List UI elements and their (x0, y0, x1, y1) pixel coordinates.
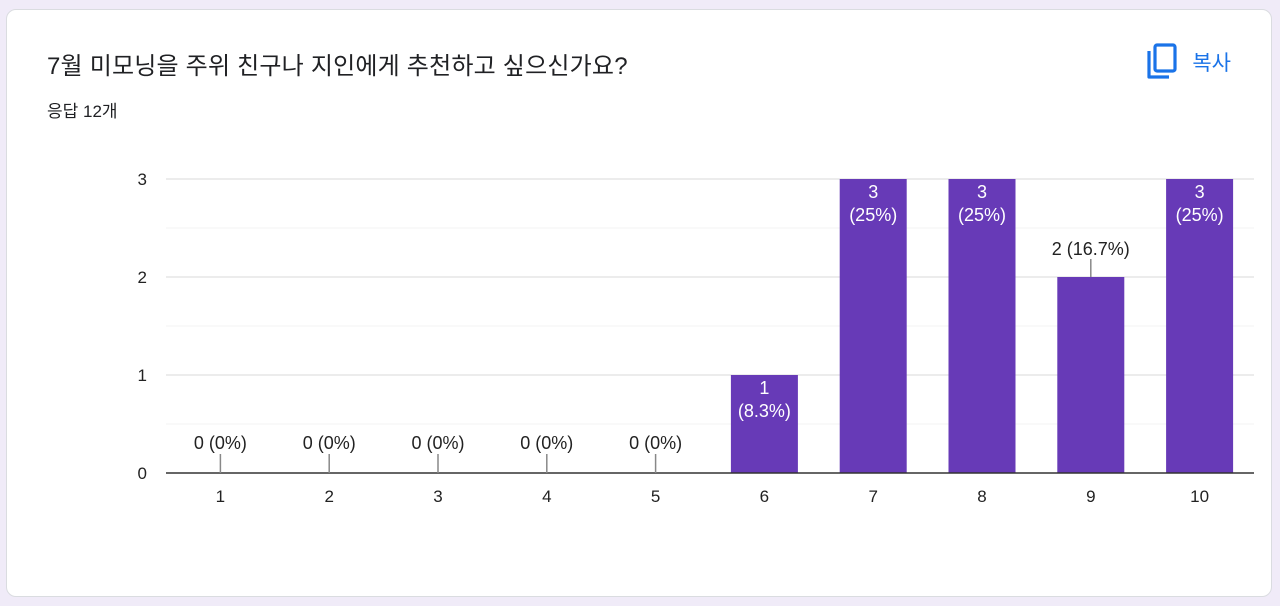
data-label-value: 3 (1195, 182, 1205, 202)
data-label: 0 (0%) (629, 433, 682, 453)
copy-button-label: 복사 (1192, 52, 1231, 75)
x-tick-label: 2 (324, 487, 333, 506)
data-label: 0 (0%) (520, 433, 573, 453)
data-label-value: 3 (868, 182, 878, 202)
bar (839, 179, 907, 473)
copy-icon (1144, 43, 1178, 81)
copy-button[interactable]: 복사 (1144, 38, 1231, 86)
x-tick-label: 8 (977, 487, 986, 506)
x-tick-label: 9 (1086, 487, 1095, 506)
bar (1057, 277, 1125, 473)
x-tick-label: 5 (651, 487, 660, 506)
y-tick-label: 1 (138, 366, 147, 385)
question-title: 7월 미모닝을 주위 친구나 지인에게 추천하고 싶으신가요? (47, 53, 628, 80)
y-tick-label: 3 (138, 170, 147, 189)
x-tick-label: 10 (1190, 487, 1209, 506)
x-tick-label: 7 (868, 487, 877, 506)
x-tick-label: 4 (542, 487, 551, 506)
data-label-percent: (8.3%) (738, 401, 791, 421)
bar (948, 179, 1016, 473)
y-tick-label: 0 (138, 464, 147, 483)
x-tick-label: 6 (760, 487, 769, 506)
data-label-value: 1 (759, 378, 769, 398)
data-label: 0 (0%) (411, 433, 464, 453)
bar (1166, 179, 1234, 473)
x-tick-label: 3 (433, 487, 442, 506)
data-label-percent: (25%) (958, 205, 1006, 225)
data-label-percent: (25%) (1176, 205, 1224, 225)
data-label-value: 3 (977, 182, 987, 202)
bar (730, 375, 798, 473)
data-label: 0 (0%) (194, 433, 247, 453)
response-count: 응답 12개 (47, 102, 118, 121)
data-label: 0 (0%) (303, 433, 356, 453)
data-label: 2 (16.7%) (1052, 239, 1130, 259)
data-label-percent: (25%) (849, 205, 897, 225)
x-tick-label: 1 (216, 487, 225, 506)
y-tick-label: 2 (138, 268, 147, 287)
